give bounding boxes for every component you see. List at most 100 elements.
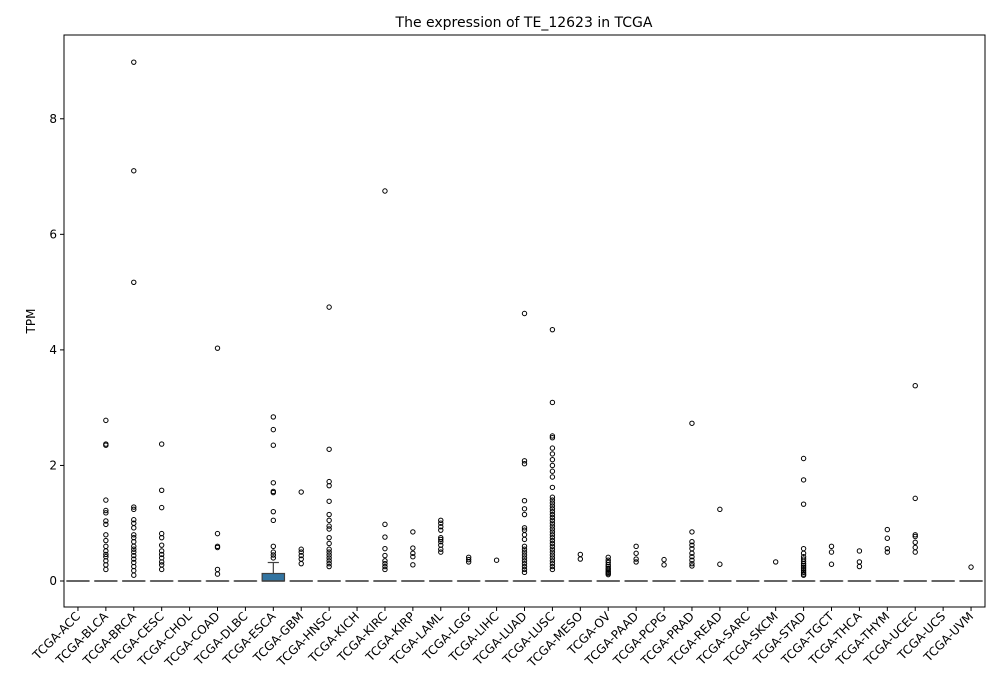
outlier-point [717,506,723,513]
y-tick-label: 8 [49,112,57,126]
outlier-point [549,532,556,538]
outlier-point [103,521,109,528]
outlier-point [549,435,556,441]
outlier-point [968,564,974,570]
outlier-point [521,549,528,555]
outlier-point [549,503,556,509]
outlier-point [884,549,891,555]
outlier-point [521,546,528,552]
outlier-point [577,556,584,562]
plot-frame [63,34,986,608]
outlier-point [549,526,556,532]
outlier-point [214,571,221,577]
outlier-point [326,482,332,489]
outlier-point [521,569,528,576]
outlier-point [382,563,388,570]
outlier-point [549,494,556,500]
outlier-point [549,514,556,521]
outlier-point [410,545,416,551]
outlier-point [884,545,891,552]
outlier-point [270,426,277,433]
outlier-point [438,536,444,543]
outlier-point [326,446,332,452]
outlier-point [549,540,556,547]
outlier-point [689,542,695,548]
outlier-point [549,558,556,564]
outlier-point [549,511,556,518]
outlier-point [326,517,332,524]
outlier-point [549,433,556,439]
outlier-point [549,456,556,463]
outlier-point [800,572,807,578]
outlier-point [800,566,807,572]
outlier-point [326,540,332,547]
outlier-point [549,517,556,524]
outlier-point [856,548,863,554]
outlier-point [884,535,891,541]
outlier-point [131,504,137,510]
outlier-point [633,550,639,556]
outlier-point [382,521,388,528]
outlier-point [270,480,277,486]
outlier-point [270,508,277,515]
y-tick-label: 0 [49,574,57,588]
outlier-point [633,556,639,562]
outlier-point [438,520,444,526]
outlier-point [549,508,556,515]
outlier-point [549,484,556,491]
outlier-point [912,532,918,538]
outlier-point [158,551,165,558]
outlier-point [800,562,807,569]
outlier-point [521,552,528,558]
outlier-point [549,497,556,503]
outlier-point [549,520,556,526]
outlier-point [549,399,556,406]
outlier-point [549,563,556,570]
outlier-point [438,546,444,552]
outlier-point [131,572,137,578]
outlier-point [633,543,639,550]
outlier-point [521,558,528,564]
outlier-point [689,554,695,560]
outlier-point [521,566,528,573]
outlier-point [103,551,109,558]
outlier-point [131,549,137,555]
outlier-point [800,545,807,552]
outlier-point [131,556,137,562]
outlier-point [912,544,918,551]
outlier-point [158,548,165,554]
outlier-point [689,560,695,567]
outlier-point [661,562,667,568]
outlier-point [103,510,109,516]
outlier-point [828,543,835,550]
outlier-point [103,417,109,424]
outlier-point [326,555,332,561]
outlier-point [326,552,332,558]
outlier-point [270,517,277,524]
outlier-point [689,539,695,545]
outlier-point [549,500,556,506]
box [261,572,286,582]
outlier-point [270,442,277,448]
outlier-point [158,504,165,511]
outlier-point [549,560,556,567]
outlier-point [493,557,500,563]
outlier-point [382,552,388,559]
outlier-point [689,563,695,569]
outlier-point [521,506,528,512]
plot-area: 02468TCGA-ACCTCGA-BLCATCGA-BRCATCGA-CESC… [29,34,986,670]
outlier-point [326,523,332,529]
outlier-point [717,561,723,567]
outlier-point [131,543,137,550]
outlier-point [661,556,667,563]
outlier-point [549,451,556,457]
outlier-point [828,549,835,555]
outlier-point [131,279,137,285]
outlier-point [549,326,556,333]
outlier-point [465,556,472,563]
y-tick-label: 2 [49,458,57,472]
outlier-point [521,555,528,561]
outlier-point [298,560,304,567]
outlier-point [382,534,388,540]
